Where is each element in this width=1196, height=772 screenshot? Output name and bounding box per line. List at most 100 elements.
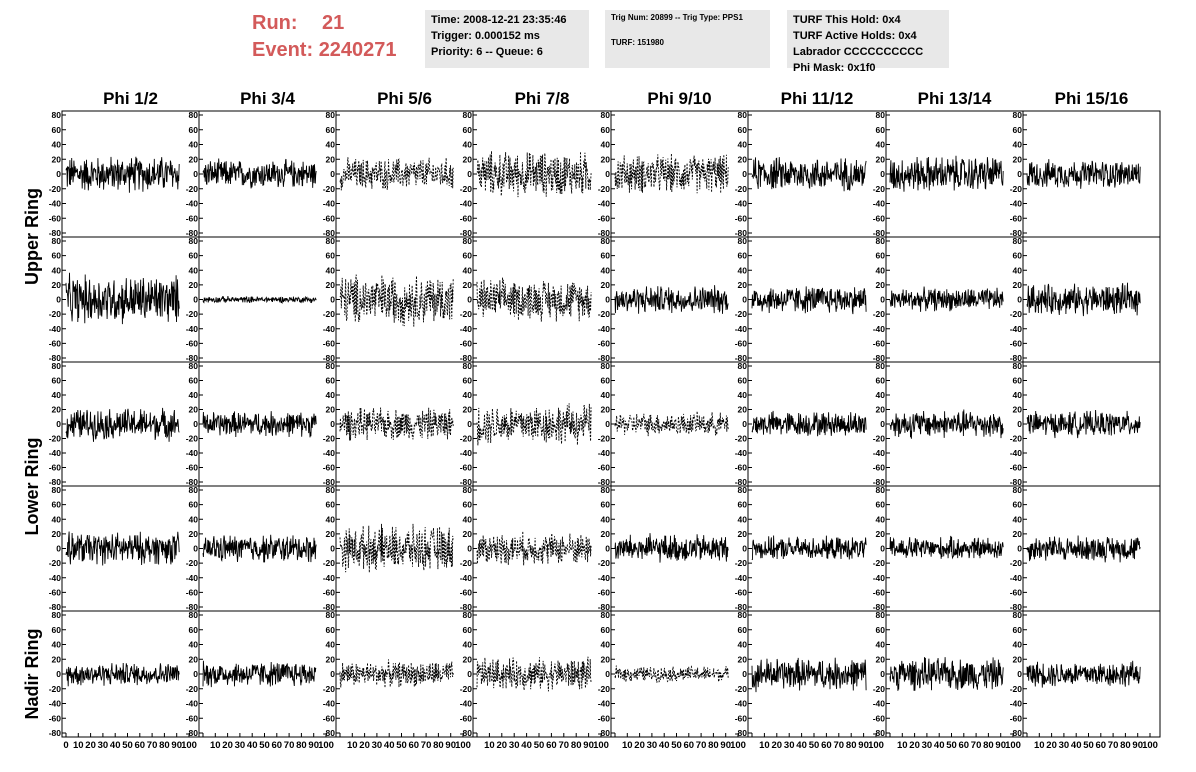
y-tick-label: -60 bbox=[1010, 338, 1023, 348]
y-tick-label: 0 bbox=[467, 419, 472, 429]
column-header-3: Phi 5/6 bbox=[377, 89, 432, 108]
y-tick-label: 80 bbox=[601, 610, 611, 620]
y-tick-label: 80 bbox=[463, 236, 473, 246]
y-tick-label: 80 bbox=[1013, 110, 1023, 120]
y-tick-label: 60 bbox=[1013, 376, 1023, 386]
y-tick-label: 20 bbox=[738, 280, 748, 290]
y-tick-label: 40 bbox=[463, 514, 473, 524]
y-tick-label: 0 bbox=[330, 169, 335, 179]
waveform-trace bbox=[889, 155, 1004, 192]
x-tick-label: 90 bbox=[720, 740, 731, 751]
y-tick-label: 0 bbox=[56, 295, 61, 305]
time-text: Time: 2008-12-21 23:35:46 bbox=[431, 14, 567, 26]
y-tick-label: 20 bbox=[189, 529, 199, 539]
x-tick-label: 90 bbox=[171, 740, 182, 751]
y-tick-label: -60 bbox=[186, 713, 199, 723]
x-tick-label: 50 bbox=[671, 740, 682, 751]
x-tick-label: 80 bbox=[159, 740, 170, 751]
x-tick-label: 10 bbox=[897, 740, 908, 751]
y-tick-label: 40 bbox=[601, 640, 611, 650]
y-tick-label: -60 bbox=[186, 587, 199, 597]
waveform-trace bbox=[1026, 282, 1141, 317]
y-tick-label: 20 bbox=[189, 280, 199, 290]
y-tick-label: 40 bbox=[52, 514, 62, 524]
waveform-trace bbox=[751, 657, 867, 693]
y-tick-label: 20 bbox=[189, 654, 199, 664]
y-tick-label: 60 bbox=[52, 625, 62, 635]
waveform-trace bbox=[65, 662, 180, 687]
y-tick-label: -40 bbox=[323, 199, 336, 209]
waveform-trace bbox=[339, 659, 454, 688]
x-tick-label: 10 bbox=[759, 740, 770, 751]
x-tick-label: 100 bbox=[1005, 740, 1021, 751]
panel-r4-c8: -80 -60 -40 -20 0 20 40 60 80 bbox=[1010, 485, 1161, 612]
y-tick-label: 20 bbox=[52, 154, 62, 164]
y-tick-label: 60 bbox=[738, 500, 748, 510]
panel-r3-c7: -80 -60 -40 -20 0 20 40 60 80 bbox=[873, 361, 1024, 487]
y-tick-label: -20 bbox=[1010, 309, 1023, 319]
y-tick-label: 60 bbox=[601, 125, 611, 135]
y-tick-label: 0 bbox=[880, 419, 885, 429]
y-tick-label: -60 bbox=[1010, 713, 1023, 723]
x-tick-label: 80 bbox=[1120, 740, 1131, 751]
y-tick-label: -40 bbox=[1010, 699, 1023, 709]
y-tick-label: -20 bbox=[460, 309, 473, 319]
x-tick-label: 100 bbox=[593, 740, 609, 751]
y-tick-label: -60 bbox=[598, 338, 611, 348]
x-tick-label: 40 bbox=[110, 740, 121, 751]
y-tick-label: -80 bbox=[460, 477, 473, 487]
panel-r2-c1: -80 -60 -40 -20 0 20 40 60 80 bbox=[49, 236, 200, 363]
waveform-trace bbox=[614, 533, 729, 563]
y-tick-label: 80 bbox=[52, 110, 62, 120]
y-tick-label: -20 bbox=[1010, 558, 1023, 568]
y-tick-label: -20 bbox=[49, 434, 62, 444]
ring-label-1: Upper Ring bbox=[22, 188, 42, 285]
x-tick-label: 40 bbox=[796, 740, 807, 751]
y-tick-label: -40 bbox=[873, 324, 886, 334]
y-tick-label: 20 bbox=[189, 405, 199, 415]
y-tick-label: -40 bbox=[735, 699, 748, 709]
y-tick-label: 40 bbox=[189, 140, 199, 150]
y-tick-label: -40 bbox=[1010, 324, 1023, 334]
y-tick-label: -60 bbox=[598, 713, 611, 723]
y-tick-label: -80 bbox=[873, 728, 886, 738]
y-tick-label: -80 bbox=[1010, 602, 1023, 612]
y-tick-label: 60 bbox=[738, 251, 748, 261]
x-tick-label: 50 bbox=[259, 740, 270, 751]
waveform-trace bbox=[614, 153, 729, 194]
y-tick-label: 60 bbox=[1013, 625, 1023, 635]
x-tick-label: 30 bbox=[922, 740, 933, 751]
y-tick-label: 0 bbox=[467, 295, 472, 305]
y-tick-label: 60 bbox=[326, 125, 336, 135]
x-tick-label: 20 bbox=[497, 740, 508, 751]
waveform-trace bbox=[339, 523, 454, 573]
y-tick-label: -80 bbox=[873, 228, 886, 238]
y-tick-label: 20 bbox=[463, 154, 473, 164]
y-tick-label: -80 bbox=[873, 353, 886, 363]
y-tick-label: 80 bbox=[738, 361, 748, 371]
y-tick-label: 0 bbox=[742, 169, 747, 179]
y-tick-label: -20 bbox=[186, 558, 199, 568]
y-tick-label: -20 bbox=[1010, 684, 1023, 694]
y-tick-label: -80 bbox=[460, 602, 473, 612]
y-tick-label: 0 bbox=[742, 295, 747, 305]
x-tick-label: 100 bbox=[181, 740, 197, 751]
y-tick-label: 20 bbox=[52, 654, 62, 664]
panel-r4-c3: -80 -60 -40 -20 0 20 40 60 80 bbox=[323, 485, 474, 612]
y-tick-label: 0 bbox=[193, 295, 198, 305]
y-tick-label: 40 bbox=[1013, 640, 1023, 650]
y-tick-label: 20 bbox=[326, 280, 336, 290]
y-tick-label: -60 bbox=[873, 713, 886, 723]
y-tick-label: 0 bbox=[605, 169, 610, 179]
y-tick-label: 20 bbox=[326, 405, 336, 415]
y-tick-label: -20 bbox=[873, 684, 886, 694]
y-tick-label: 80 bbox=[876, 361, 886, 371]
y-tick-label: 20 bbox=[1013, 280, 1023, 290]
y-tick-label: 80 bbox=[189, 485, 199, 495]
priority-text: Priority: 6 -- Queue: 6 bbox=[431, 46, 543, 58]
y-tick-label: 60 bbox=[52, 500, 62, 510]
x-tick-label: 100 bbox=[730, 740, 746, 751]
y-tick-label: -60 bbox=[873, 463, 886, 473]
